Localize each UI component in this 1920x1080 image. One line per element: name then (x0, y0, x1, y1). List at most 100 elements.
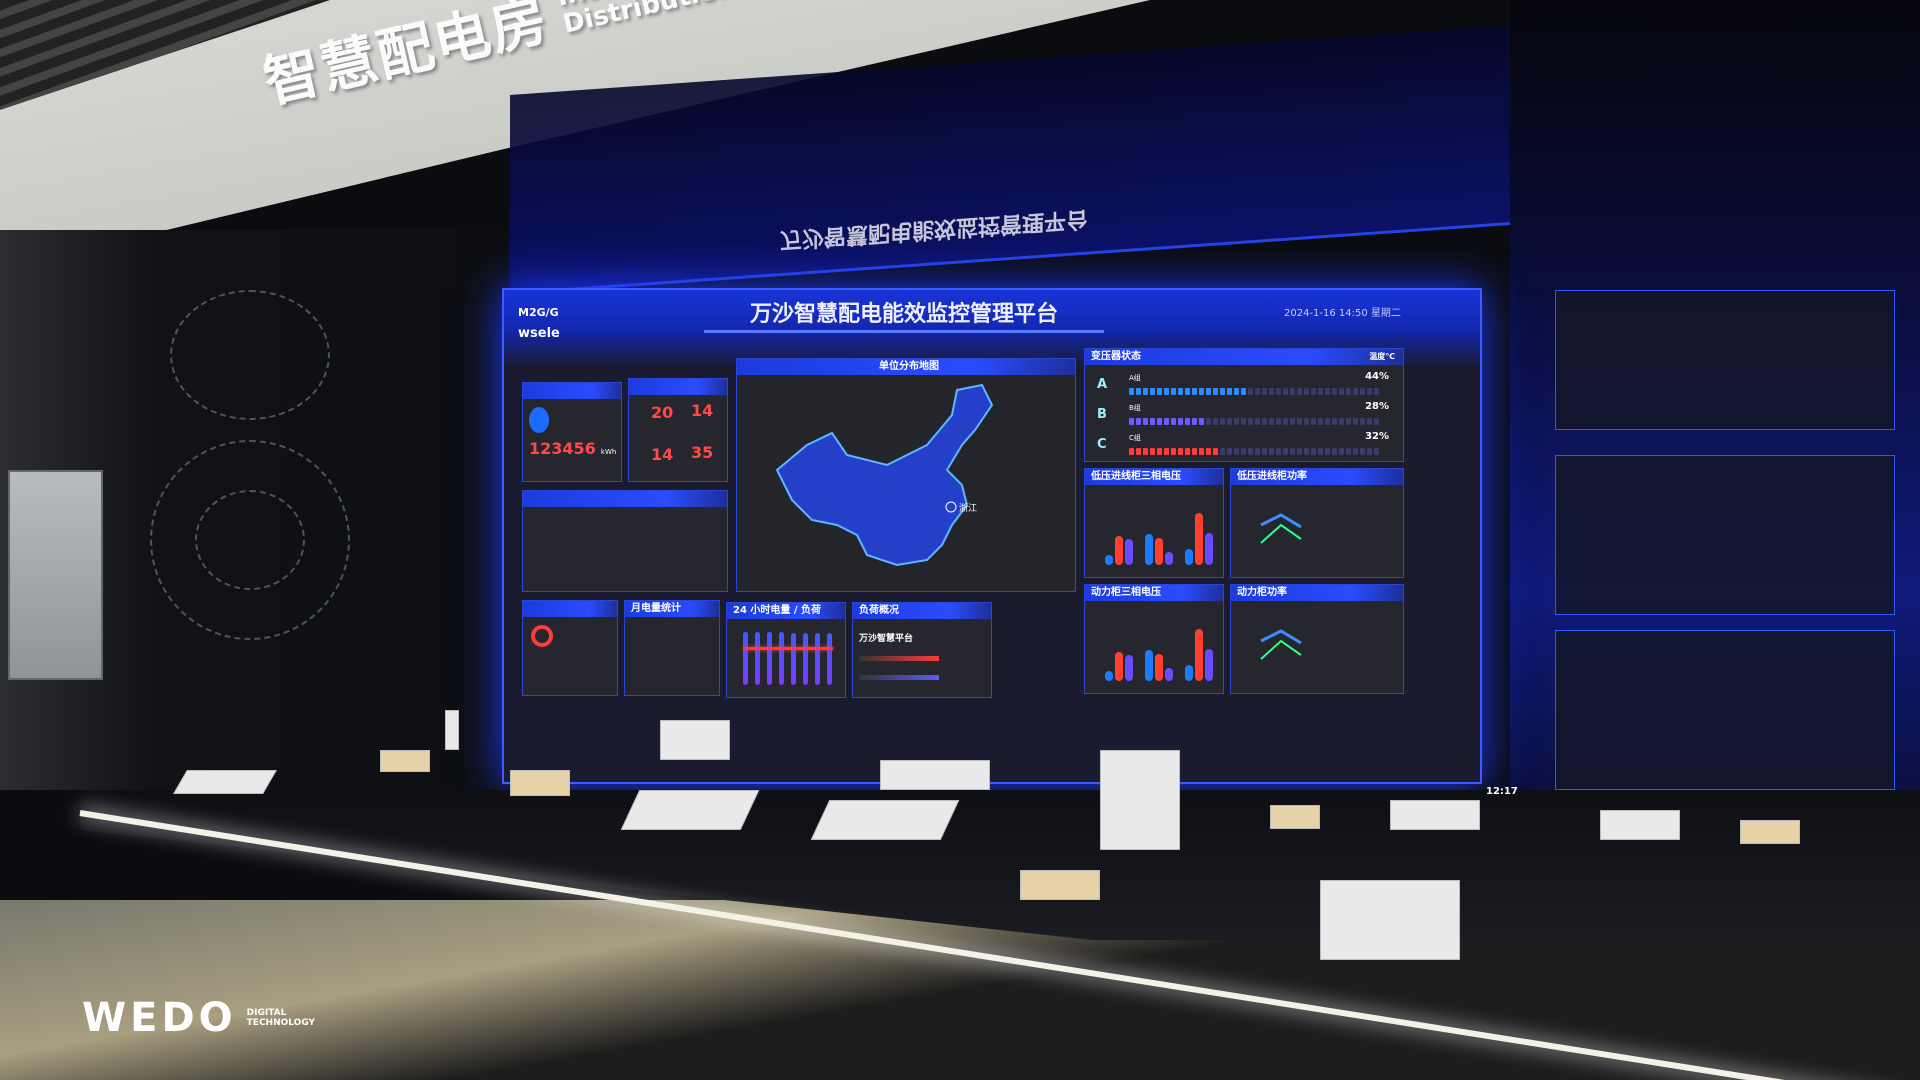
level-segment (1136, 388, 1141, 395)
building-model (1320, 880, 1460, 960)
group-name: A组 (1129, 374, 1141, 382)
level-segment (1234, 418, 1239, 425)
energy-unit: kWh (600, 448, 617, 456)
level-segment (1171, 418, 1176, 425)
substation-model (1020, 870, 1100, 900)
transformer-title: 变压器状态 (1091, 351, 1141, 362)
level-segment (1311, 418, 1316, 425)
level-segment (1192, 388, 1197, 395)
building-model (173, 770, 277, 794)
voltage-bar (1165, 668, 1173, 681)
level-segment (1367, 448, 1372, 455)
level-segment (1318, 418, 1323, 425)
map-marker-label: 浙江 (959, 502, 977, 514)
reflected-title: 万沙智慧配电能效监控管理平台 (780, 205, 1089, 253)
chimney-model (445, 710, 459, 750)
datetime: 2024-1-16 14:50 (1284, 308, 1368, 319)
level-segment (1332, 418, 1337, 425)
hourly-chart (737, 627, 835, 685)
level-segment (1150, 418, 1155, 425)
level-segment (1304, 388, 1309, 395)
voltage-bar (1155, 537, 1163, 565)
level-segment (1213, 418, 1218, 425)
voltage-bar (1205, 648, 1213, 681)
group-letter: A (1097, 377, 1108, 392)
building-model (510, 770, 570, 796)
group-level-bar (1129, 416, 1385, 425)
level-segment (1143, 448, 1148, 455)
level-segment (1367, 388, 1372, 395)
substation-model (1740, 820, 1800, 844)
level-segment (1171, 448, 1176, 455)
level-segment (1290, 418, 1295, 425)
map-panel: 单位分布地图 浙江 (736, 358, 1076, 592)
level-segment (1374, 418, 1379, 425)
level-segment (1283, 388, 1288, 395)
dashboard-title: 万沙智慧配电能效监控管理平台 (749, 302, 1058, 327)
switchgear-cabinet (8, 470, 103, 680)
reflected-panel (1555, 455, 1895, 615)
level-segment (1283, 448, 1288, 455)
level-segment (1339, 388, 1344, 395)
transformer-group: A A组 44% (1093, 371, 1393, 399)
panel-title: 24 小时电量 / 负荷 (727, 603, 845, 619)
stat-value: 14 (651, 445, 674, 464)
dashboard-screen: M2G/G wsele 万沙智慧配电能效监控管理平台 2024-1-16 14:… (502, 288, 1482, 784)
level-segment (1332, 388, 1337, 395)
pw-voltage-panel: 动力柜三相电压 (1084, 584, 1224, 694)
building-model (880, 760, 990, 790)
panel-title: 低压进线柜功率 (1231, 469, 1403, 485)
panel-title: 动力柜功率 (1231, 585, 1403, 601)
group-pct: 32% (1365, 431, 1389, 442)
brand-tag: TECHNOLOGY (246, 1018, 316, 1028)
stats-panel: 20 14 14 35 (628, 378, 728, 482)
level-segment (1150, 388, 1155, 395)
level-segment (1164, 418, 1169, 425)
voltage-chart (1095, 509, 1213, 565)
clock: 2024-1-16 14:50 星期二 (1284, 304, 1401, 319)
level-segment (1206, 418, 1211, 425)
level-segment (1297, 418, 1302, 425)
level-segment (1325, 448, 1330, 455)
level-segment (1255, 418, 1260, 425)
hourly-bar (815, 632, 820, 685)
group-name: C组 (1129, 434, 1141, 442)
voltage-bar (1155, 653, 1163, 681)
level-segment (1129, 388, 1134, 395)
power-line-chart (1260, 629, 1302, 660)
level-segment (1353, 418, 1358, 425)
level-segment (1325, 388, 1330, 395)
map-title: 单位分布地图 (737, 359, 1075, 375)
level-segment (1290, 388, 1295, 395)
level-segment (1269, 388, 1274, 395)
voltage-bar (1115, 536, 1123, 565)
level-segment (1311, 388, 1316, 395)
load-bar (859, 675, 939, 680)
voltage-bar (1185, 665, 1193, 681)
map-marker (945, 501, 957, 513)
level-segment (1199, 388, 1204, 395)
hourly-bar (767, 631, 772, 685)
level-segment (1227, 448, 1232, 455)
hourly-bar (779, 631, 784, 685)
level-segment (1136, 418, 1141, 425)
reflected-panel (1555, 630, 1895, 790)
level-segment (1234, 388, 1239, 395)
wind-turbines (660, 720, 730, 760)
level-segment (1199, 448, 1204, 455)
transformer-group: B B组 28% (1093, 401, 1393, 429)
voltage-bar (1145, 649, 1153, 681)
level-segment (1220, 448, 1225, 455)
level-segment (1164, 388, 1169, 395)
level-segment (1234, 448, 1239, 455)
building-model (810, 800, 960, 840)
hourly-bar (791, 632, 796, 685)
tower-model (1100, 750, 1180, 850)
level-segment (1304, 448, 1309, 455)
china-map: 浙江 (775, 383, 994, 567)
level-segment (1178, 448, 1183, 455)
voltage-bar (1185, 549, 1193, 565)
group-letter: B (1097, 407, 1107, 422)
transformer-header: 变压器状态 温度℃ (1085, 349, 1403, 365)
level-segment (1220, 418, 1225, 425)
